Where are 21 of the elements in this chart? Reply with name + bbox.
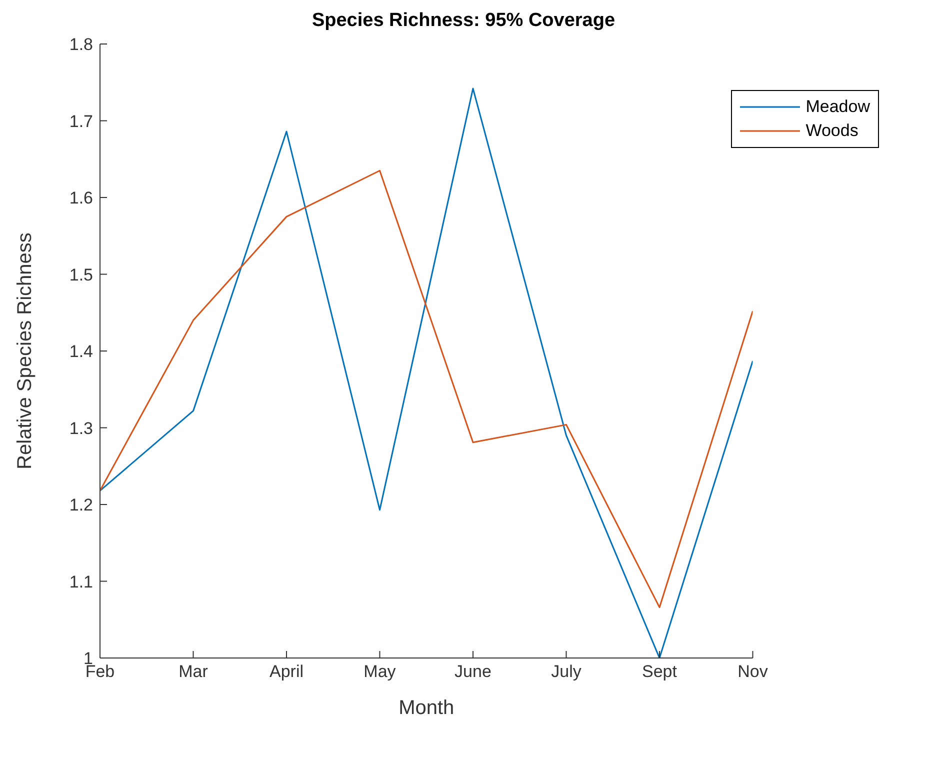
y-tick-label: 1.5: [69, 265, 93, 284]
legend-label: Woods: [806, 121, 858, 141]
y-tick-label: 1.3: [69, 418, 93, 438]
y-tick-label: 1.7: [69, 112, 93, 131]
y-tick-label: 1.6: [69, 188, 93, 208]
y-tick-label: 1.2: [69, 496, 93, 515]
x-tick-label: April: [269, 662, 304, 682]
x-axis-title: Month: [398, 697, 454, 719]
chart-title: Species Richness: 95% Coverage: [312, 10, 616, 31]
x-tick-label: June: [454, 662, 492, 682]
y-axis-title: Relative Species Richness: [14, 232, 36, 470]
y-tick-label: 1.4: [69, 342, 93, 362]
legend-label: Meadow: [806, 97, 870, 117]
y-tick-label: 1.1: [69, 572, 93, 592]
x-tick-label: July: [551, 662, 582, 682]
x-tick-label: Mar: [178, 662, 208, 682]
x-tick-label: May: [364, 662, 396, 682]
x-tick-label: Sept: [642, 662, 678, 682]
x-tick-label: Nov: [738, 662, 768, 682]
line-series: [100, 170, 753, 608]
y-tick-label: 1.8: [69, 35, 93, 54]
